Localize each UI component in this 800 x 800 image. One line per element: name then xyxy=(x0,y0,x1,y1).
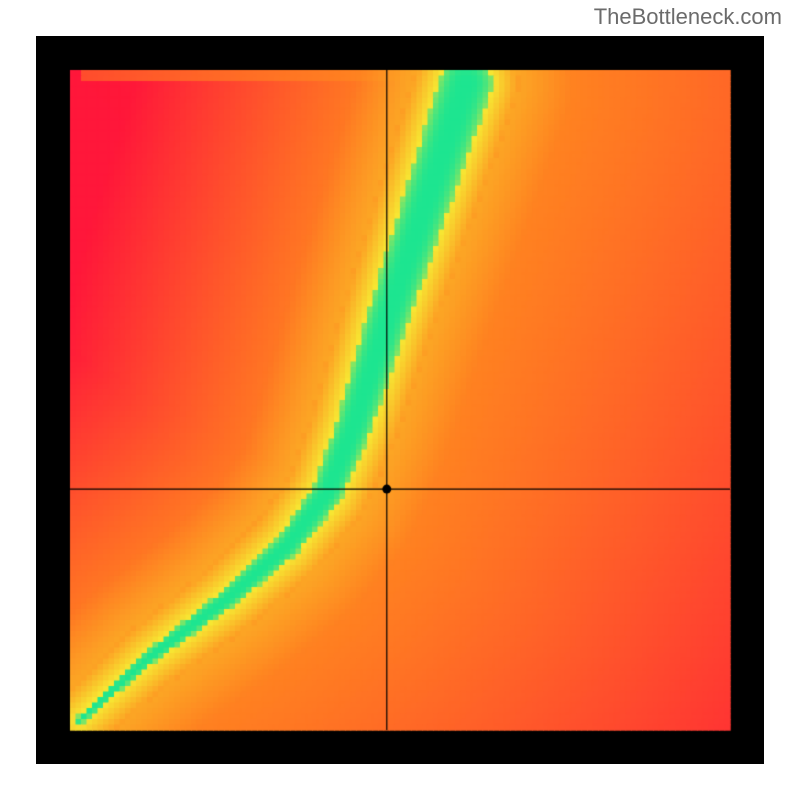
container: TheBottleneck.com xyxy=(0,0,800,800)
watermark: TheBottleneck.com xyxy=(594,4,782,30)
heatmap-canvas xyxy=(36,36,764,764)
plot-area xyxy=(36,36,764,764)
